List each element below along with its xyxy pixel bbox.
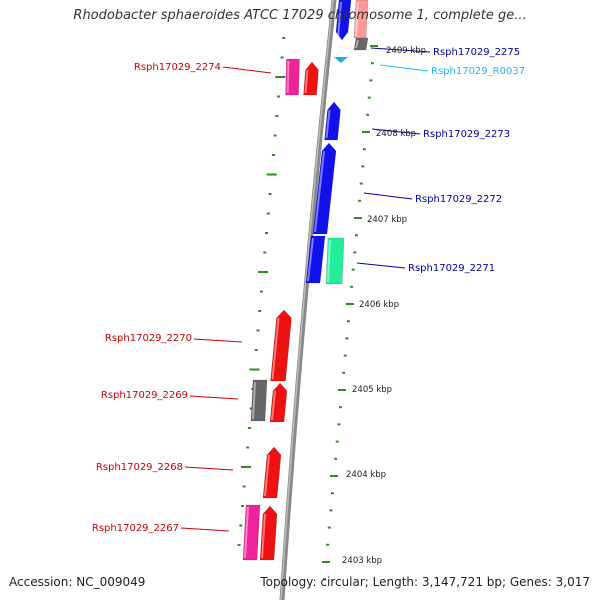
gene-feature-shine [325,109,331,139]
label-connector [193,338,243,343]
gene-label: Rsph17029_2268 [96,462,183,473]
gene-label: Rsph17029_2270 [105,333,192,344]
gene-feature-shine [271,390,276,421]
gene-feature-shine [355,1,359,37]
gene-label: Rsph17029_2269 [101,390,188,401]
gene-feature [262,446,282,499]
label-connectors [180,47,431,532]
inner-dotted-ring [322,45,378,581]
gene-feature [325,237,345,285]
backbone-line [279,0,337,600]
label-connector [222,66,272,74]
label-connector [371,128,421,135]
gene-feature [250,379,268,422]
gene-feature-shine [252,381,256,420]
label-connector [189,395,239,400]
position-marker: 2408 kbp [376,129,416,139]
gene-label: Rsph17029_2267 [92,523,179,534]
gene-feature [324,101,341,141]
gene-feature [269,382,288,423]
position-marker: 2403 kbp [342,556,382,566]
gene-feature [335,0,352,41]
position-marker: 2407 kbp [367,215,407,225]
outer-dotted-ring [237,37,286,546]
gene-feature-shine [271,317,280,380]
position-marker: 2406 kbp [359,300,399,310]
gene-feature [353,37,369,51]
label-connector [370,47,431,53]
gene-feature [242,504,261,561]
gene-feature-shine [355,39,359,49]
gene-feature [285,58,300,96]
accession-text: Accession: NC_009049 [9,575,146,589]
gene-feature-shine [286,60,290,94]
label-connector [184,466,234,471]
label-connector [363,192,413,200]
gene-feature [312,142,337,235]
gene-features [242,0,369,561]
position-markers: 2409 kbp 2408 kbp 2407 kbp 2406 kbp 2405 kbp… [342,46,426,566]
backbone [279,0,337,600]
position-marker: 2404 kbp [346,470,386,480]
position-marker: 2409 kbp [386,46,426,56]
backbone-highlight [280,0,334,600]
gene-feature-shine [264,454,270,497]
gene-label: Rsph17029_2273 [423,129,510,140]
gene-label: Rsph17029_2272 [415,194,502,205]
genome-summary-text: Topology: circular; Length: 3,147,721 bp… [260,575,590,589]
gene-label: Rsph17029_2274 [134,62,221,73]
gene-feature-shine [337,1,342,39]
gene-feature-shine [307,237,314,282]
position-marker: 2405 kbp [352,385,392,395]
gene-feature [303,61,319,96]
gene-feature [270,309,292,382]
label-connector [180,527,230,532]
gene-labels: Rsph17029_2275 Rsph17029_R0037 Rsph17029_2… [92,47,525,534]
label-connector [356,262,406,269]
gene-feature [259,505,278,561]
gene-label: Rsph17029_2275 [433,47,520,58]
gene-feature-shine [327,239,331,283]
gene-feature-shine [304,69,309,94]
gene-label: Rsph17029_2271 [408,263,495,274]
label-connector [379,64,429,72]
gene-label: Rsph17029_R0037 [431,66,525,77]
gene-feature-shine [261,513,266,559]
map-title: Rhodobacter sphaeroides ATCC 17029 chrom… [73,8,527,23]
gene-feature [305,235,326,284]
rna-feature [334,57,348,63]
gene-feature-shine [314,150,325,233]
gene-feature-shine [244,506,249,559]
